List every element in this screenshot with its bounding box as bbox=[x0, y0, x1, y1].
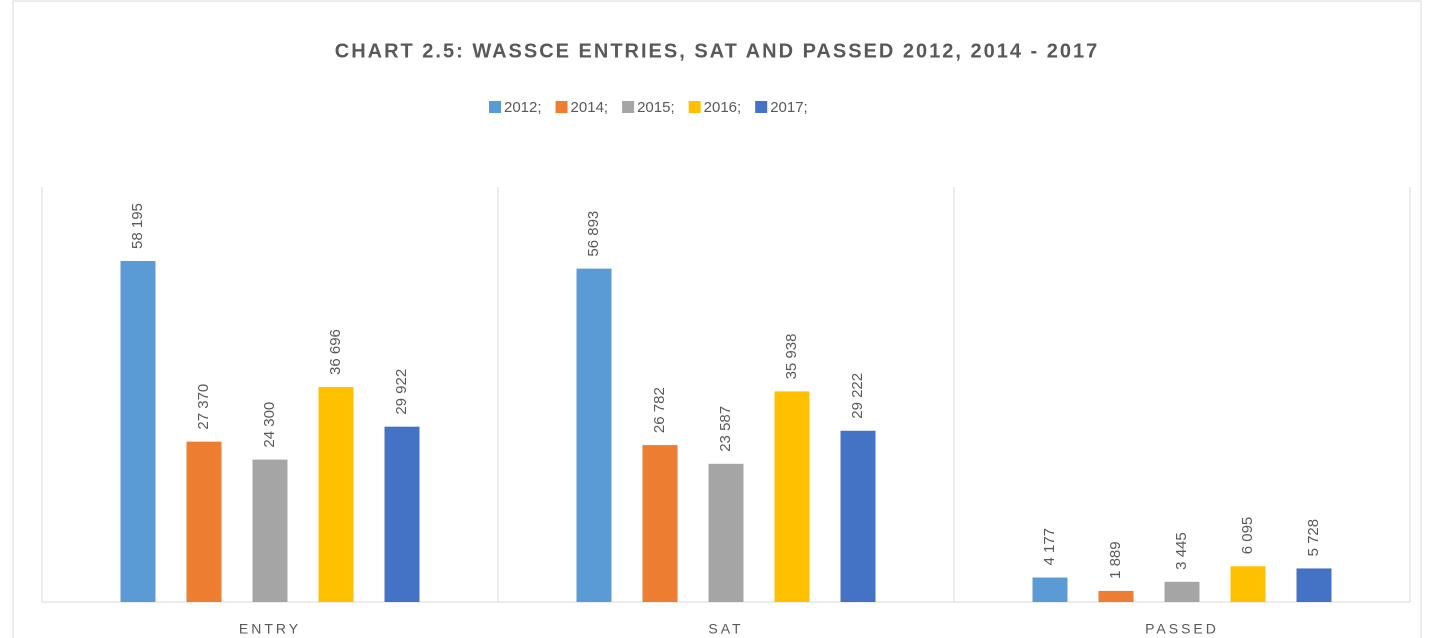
chart-title: CHART 2.5: WASSCE ENTRIES, SAT AND PASSE… bbox=[335, 40, 1100, 62]
bar bbox=[642, 445, 678, 602]
legend-swatch bbox=[622, 101, 635, 113]
bar bbox=[252, 459, 288, 602]
legend-label: 2016; bbox=[704, 99, 742, 116]
legend-label: 2015; bbox=[637, 99, 675, 116]
legend-swatch bbox=[688, 101, 701, 113]
legend-swatch bbox=[489, 101, 501, 113]
bar bbox=[1296, 568, 1332, 602]
bar bbox=[1164, 581, 1200, 602]
legend-swatch bbox=[555, 101, 568, 113]
data-label: 23 587 bbox=[717, 406, 734, 452]
data-label: 24 300 bbox=[261, 402, 278, 448]
data-label: 6 095 bbox=[1239, 517, 1256, 555]
data-label: 35 938 bbox=[783, 334, 800, 380]
data-label: 56 893 bbox=[585, 211, 602, 257]
legend-label: 2014; bbox=[571, 99, 609, 116]
bar bbox=[186, 441, 222, 602]
data-label: 4 177 bbox=[1041, 528, 1058, 566]
data-label: 29 222 bbox=[849, 373, 866, 419]
data-label: 27 370 bbox=[195, 384, 212, 430]
bar bbox=[1230, 566, 1266, 602]
legend-label: 2012; bbox=[504, 99, 542, 116]
x-tick-label: SAT bbox=[708, 621, 743, 637]
bar bbox=[318, 386, 354, 602]
x-tick-label: PASSED bbox=[1145, 621, 1219, 637]
bar bbox=[384, 426, 420, 602]
bar bbox=[708, 463, 744, 602]
bar bbox=[1098, 590, 1134, 602]
legend-swatch bbox=[755, 101, 768, 113]
bar bbox=[120, 261, 156, 602]
data-label: 3 445 bbox=[1173, 532, 1190, 570]
data-label: 58 195 bbox=[129, 203, 146, 249]
bar bbox=[774, 391, 810, 602]
legend-label: 2017; bbox=[770, 99, 808, 116]
x-tick-label: ENTRY bbox=[239, 621, 301, 637]
bar bbox=[576, 268, 612, 602]
data-label: 29 922 bbox=[393, 369, 410, 415]
data-label: 26 782 bbox=[651, 387, 668, 433]
bar bbox=[1032, 577, 1068, 602]
data-label: 5 728 bbox=[1305, 519, 1322, 557]
data-label: 1 889 bbox=[1107, 541, 1124, 579]
bar bbox=[840, 430, 876, 602]
data-label: 36 696 bbox=[327, 329, 344, 375]
